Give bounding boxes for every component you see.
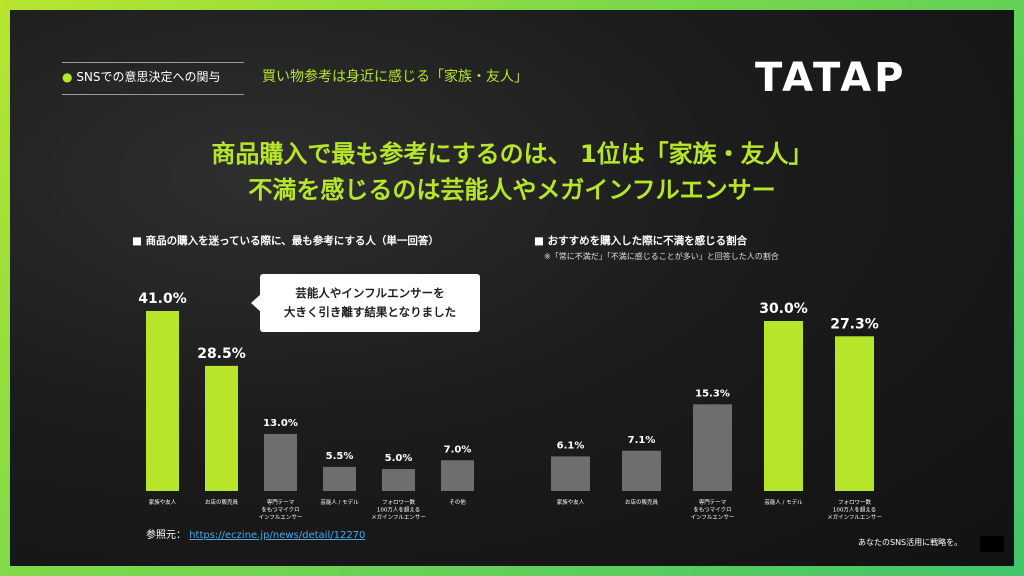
category-label-left-2-2: インフルエンサー xyxy=(259,514,303,521)
value-label-right-1: 7.1% xyxy=(628,435,656,446)
category-label-right-4-0: フォロワー数 xyxy=(838,498,872,506)
headline-line-2: 不満を感じるのは芸能人やメガインフルエンサー xyxy=(248,176,776,204)
brand-logo: TATAP xyxy=(755,55,907,101)
value-label-left-2: 13.0% xyxy=(263,418,298,429)
bar-right-0 xyxy=(551,456,590,491)
value-label-left-5: 7.0% xyxy=(444,444,472,455)
bar-left-2 xyxy=(264,433,297,491)
bar-left-1 xyxy=(205,365,238,491)
source-label: 参照元： xyxy=(146,530,186,541)
bar-right-1 xyxy=(622,450,661,491)
value-label-left-1: 28.5% xyxy=(197,346,246,362)
headline-line-1: 商品購入で最も参考にするのは、 1位は「家族・友人」 xyxy=(211,140,813,168)
callout-tail xyxy=(251,294,261,312)
value-label-right-0: 6.1% xyxy=(557,440,585,451)
category-label-right-4-2: メガインフルエンサー xyxy=(827,513,882,521)
category-label-left-4-0: フォロワー数 xyxy=(382,498,416,506)
value-label-left-3: 5.5% xyxy=(326,451,354,462)
bar-left-3 xyxy=(323,466,356,491)
category-label-left-5-0: その他 xyxy=(449,498,466,506)
category-label-left-1-0: お店の販売員 xyxy=(205,498,239,506)
category-label-right-1-0: お店の販売員 xyxy=(625,498,659,506)
category-label-left-4-2: メガインフルエンサー xyxy=(371,513,426,521)
bar-right-2 xyxy=(693,404,732,491)
right-chart-note: ※「常に不満だ」「不満に感じることが多い」と回答した人の割合 xyxy=(544,252,779,261)
value-label-left-0: 41.0% xyxy=(138,291,187,307)
bar-charts: 41.0%家族や友人28.5%お店の販売員13.0%専門テーマをもつマイクロイン… xyxy=(138,291,882,521)
category-label-right-2-0: 専門テーマ xyxy=(699,498,727,506)
slide: ● SNSでの意思決定への関与 買い物参考は身近に感じる「家族・友人」 TATA… xyxy=(10,10,1014,566)
value-label-right-4: 27.3% xyxy=(830,316,879,332)
category-label-right-0-0: 家族や友人 xyxy=(557,498,585,506)
category-label-left-4-1: 100万人を超える xyxy=(377,506,420,514)
bar-right-3 xyxy=(764,321,803,491)
headline: 商品購入で最も参考にするのは、 1位は「家族・友人」 不満を感じるのは芸能人やメ… xyxy=(10,136,1014,208)
source-link[interactable]: https://eczine.jp/news/detail/12270 xyxy=(189,530,366,541)
right-chart-title: ■ おすすめを購入した際に不満を感じる割合 xyxy=(534,235,748,247)
value-label-left-4: 5.0% xyxy=(385,453,413,464)
bar-left-0 xyxy=(146,311,179,491)
section-label-text: SNSでの意思決定への関与 xyxy=(76,70,221,84)
category-label-left-3-0: 芸能人 / モデル xyxy=(320,498,359,506)
callout-line-2: 大きく引き離す結果となりました xyxy=(283,305,457,319)
callout-line-1: 芸能人やインフルエンサーを xyxy=(295,286,445,300)
bar-left-5 xyxy=(441,460,474,491)
subtitle: 買い物参考は身近に感じる「家族・友人」 xyxy=(262,69,528,85)
category-label-right-4-1: 100万人を超える xyxy=(833,506,876,514)
bar-left-4 xyxy=(382,469,415,491)
source-citation: 参照元： https://eczine.jp/news/detail/12270 xyxy=(146,529,365,543)
category-label-left-0-0: 家族や友人 xyxy=(149,498,177,506)
category-label-right-3-0: 芸能人 / モデル xyxy=(764,498,803,506)
value-label-right-2: 15.3% xyxy=(695,388,730,399)
bullet-icon: ● xyxy=(62,70,73,84)
footer-mark xyxy=(980,536,1004,552)
category-label-left-2-0: 専門テーマ xyxy=(267,498,295,506)
footer-note: あなたのSNS活用に戦略を。 xyxy=(858,538,963,547)
value-label-right-3: 30.0% xyxy=(759,301,808,317)
section-label: ● SNSでの意思決定への関与 xyxy=(62,62,244,95)
left-chart-title: ■ 商品の購入を迷っている際に、最も参考にする人（単一回答） xyxy=(132,235,439,247)
category-label-right-2-1: をもつマイクロ xyxy=(693,507,731,514)
bar-right-4 xyxy=(835,336,874,491)
category-label-right-2-2: インフルエンサー xyxy=(691,514,735,521)
callout-box: 芸能人やインフルエンサーを 大きく引き離す結果となりました xyxy=(251,274,480,332)
category-label-left-2-1: をもつマイクロ xyxy=(261,507,299,514)
